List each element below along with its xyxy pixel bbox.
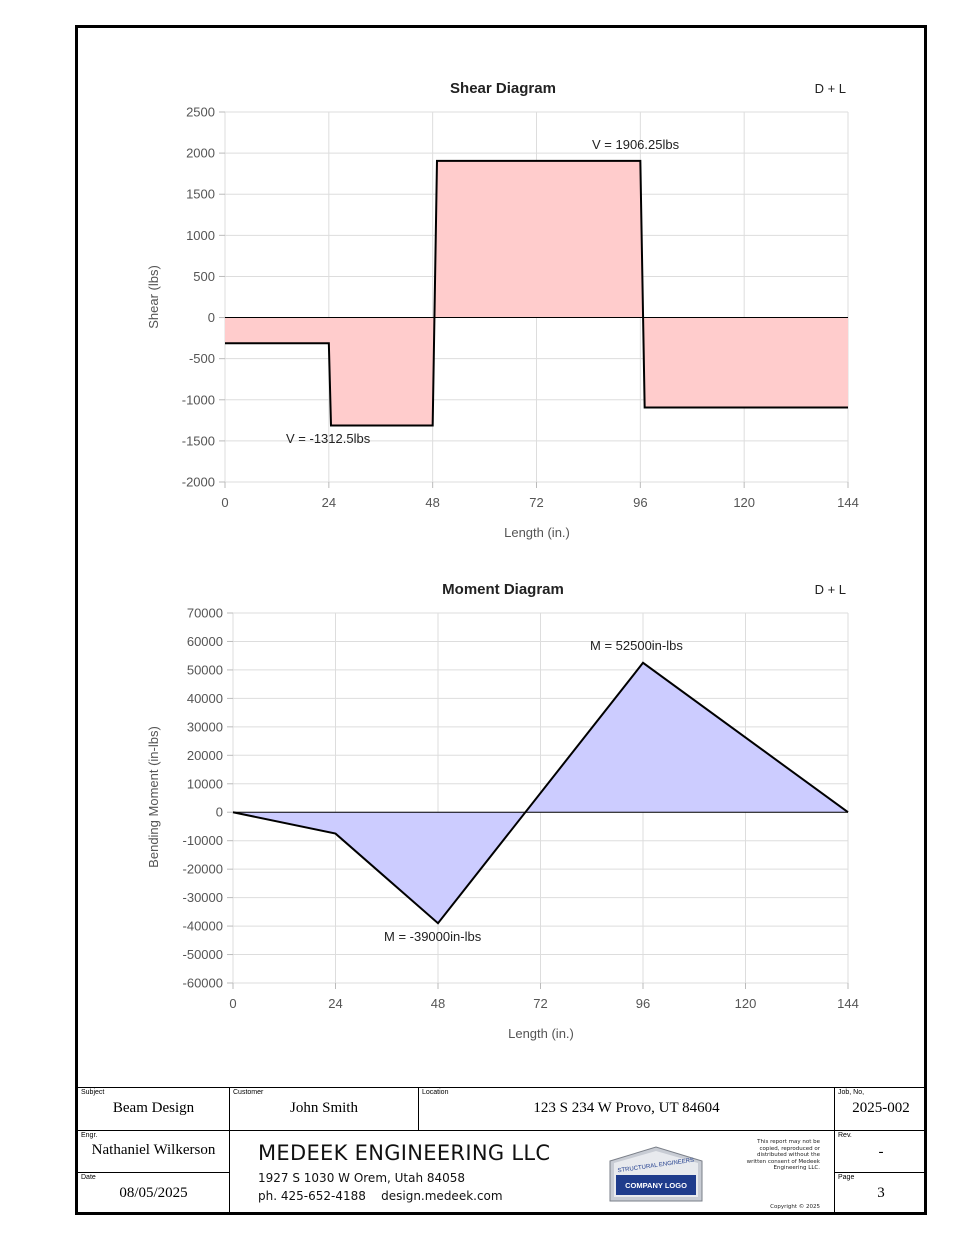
rev-label: Rev. bbox=[838, 1132, 852, 1139]
shear-corner-label: D + L bbox=[815, 81, 846, 96]
location-cell: Location 123 S 234 W Provo, UT 84604 bbox=[419, 1088, 835, 1131]
moment-y-tick-label: -40000 bbox=[183, 919, 223, 934]
page-label: Page bbox=[838, 1174, 855, 1181]
company-name: MEDEEK ENGINEERING LLC bbox=[258, 1141, 551, 1165]
notice-line: copied, reproduced or bbox=[759, 1145, 820, 1152]
customer-cell: Customer John Smith bbox=[230, 1088, 419, 1131]
notice-line: This report may not be bbox=[757, 1139, 820, 1145]
moment-x-ticks: 0 24 48 72 96 120 144 bbox=[229, 983, 859, 1011]
notice-line: Engineering LLC. bbox=[773, 1165, 820, 1171]
shear-y-tick-label: 500 bbox=[193, 269, 215, 284]
subject-cell: Subject Beam Design bbox=[78, 1088, 230, 1131]
moment-y-tick-label: 70000 bbox=[187, 606, 223, 621]
shear-x-tick-label: 0 bbox=[221, 495, 228, 510]
moment-x-tick-label: 144 bbox=[837, 996, 859, 1011]
subject-value: Beam Design bbox=[112, 1100, 195, 1116]
shear-y-tick-label: 2000 bbox=[186, 146, 215, 161]
moment-y-tick-label: 10000 bbox=[187, 776, 223, 791]
shear-y-tick-label: -2000 bbox=[182, 475, 215, 490]
shear-y-tick-label: 1000 bbox=[186, 228, 215, 243]
moment-y-tick-label: -20000 bbox=[183, 862, 223, 877]
job-value: 2025-002 bbox=[852, 1100, 910, 1116]
shear-annotation-max: V = 1906.25lbs bbox=[592, 137, 680, 152]
company-logo: STRUCTURAL ENGINEERS COMPANY LOGO bbox=[609, 1146, 703, 1202]
job-cell: Job, No, 2025-002 bbox=[835, 1088, 927, 1131]
rev-value: - bbox=[878, 1144, 884, 1160]
shear-y-tick-label: -1500 bbox=[182, 433, 215, 448]
moment-y-tick-label: -10000 bbox=[183, 833, 223, 848]
moment-y-tick-label: 40000 bbox=[187, 691, 223, 706]
engr-cell: Engr. Nathaniel Wilkerson bbox=[78, 1131, 230, 1173]
shear-y-axis-label: Shear (lbs) bbox=[146, 265, 161, 329]
shear-y-tick-label: -500 bbox=[189, 351, 215, 366]
moment-x-tick-label: 120 bbox=[735, 996, 757, 1011]
shear-y-tick-label: 2500 bbox=[186, 105, 215, 120]
moment-x-tick-label: 72 bbox=[533, 996, 547, 1011]
shear-x-tick-label: 120 bbox=[733, 495, 755, 510]
moment-x-axis-label: Length (in.) bbox=[508, 1026, 574, 1041]
moment-x-tick-label: 0 bbox=[229, 996, 236, 1011]
customer-label: Customer bbox=[233, 1089, 264, 1096]
shear-y-ticks: 2500 2000 1500 1000 500 0 -500 -1000 -1500 -2000 bbox=[182, 105, 225, 490]
report-sheet bbox=[75, 25, 927, 1215]
moment-line bbox=[232, 661, 849, 925]
rev-cell: Rev. - bbox=[835, 1131, 927, 1173]
date-value: 08/05/2025 bbox=[119, 1185, 188, 1201]
location-value: 123 S 234 W Provo, UT 84604 bbox=[533, 1100, 720, 1116]
logo-text: COMPANY LOGO bbox=[625, 1181, 687, 1190]
moment-title: Moment Diagram bbox=[442, 581, 564, 598]
shear-x-ticks: 0 24 48 72 96 120 144 bbox=[221, 482, 859, 510]
company-contact: ph. 425-652-4188 design.medeek.com bbox=[258, 1189, 503, 1203]
notice-line: distributed without the bbox=[756, 1152, 820, 1158]
engr-value: Nathaniel Wilkerson bbox=[91, 1142, 216, 1158]
moment-annotation-min: M = -39000in-lbs bbox=[384, 929, 482, 944]
moment-y-tick-label: -30000 bbox=[183, 890, 223, 905]
moment-corner-label: D + L bbox=[815, 582, 846, 597]
engr-label: Engr. bbox=[81, 1132, 98, 1139]
date-label: Date bbox=[81, 1174, 96, 1181]
copy-notice: This report may not be copied, reproduce… bbox=[720, 1139, 820, 1172]
moment-x-tick-label: 48 bbox=[431, 996, 445, 1011]
copyright: Copyright © 2025 bbox=[770, 1204, 820, 1210]
moment-y-tick-label: 50000 bbox=[187, 662, 223, 677]
moment-y-axis-label: Bending Moment (in-lbs) bbox=[146, 726, 161, 868]
shear-x-tick-label: 48 bbox=[425, 495, 439, 510]
page-value: 3 bbox=[877, 1185, 885, 1201]
title-block: Subject Beam Design Customer John Smith … bbox=[78, 1087, 927, 1215]
shear-x-tick-label: 144 bbox=[837, 495, 859, 510]
moment-diagram: 70000 60000 50000 40000 30000 20000 10000 0 -100… bbox=[146, 581, 859, 1041]
shear-annotation-min: V = -1312.5lbs bbox=[286, 431, 371, 446]
shear-y-tick-label: -1000 bbox=[182, 392, 215, 407]
moment-y-tick-label: -50000 bbox=[183, 947, 223, 962]
company-cell: MEDEEK ENGINEERING LLC 1927 S 1030 W Ore… bbox=[230, 1131, 835, 1215]
company-address: 1927 S 1030 W Orem, Utah 84058 bbox=[258, 1171, 466, 1185]
moment-x-tick-label: 96 bbox=[636, 996, 650, 1011]
moment-y-tick-label: 20000 bbox=[187, 748, 223, 763]
shear-x-tick-label: 24 bbox=[322, 495, 336, 510]
moment-y-tick-label: 0 bbox=[216, 805, 223, 820]
title-block-top-border bbox=[78, 1087, 927, 1088]
shear-area bbox=[225, 160, 848, 426]
notice-line: written consent of Medeek bbox=[746, 1158, 820, 1165]
shear-y-tick-label: 0 bbox=[208, 310, 215, 325]
moment-x-tick-label: 24 bbox=[328, 996, 342, 1011]
shear-x-tick-label: 96 bbox=[633, 495, 647, 510]
moment-y-tick-label: 30000 bbox=[187, 719, 223, 734]
job-label: Job, No, bbox=[838, 1089, 865, 1096]
location-label: Location bbox=[422, 1089, 449, 1096]
page-cell: Page 3 bbox=[835, 1173, 927, 1215]
shear-x-axis-label: Length (in.) bbox=[504, 525, 570, 540]
shear-y-tick-label: 1500 bbox=[186, 187, 215, 202]
moment-y-tick-label: -60000 bbox=[183, 976, 223, 991]
subject-label: Subject bbox=[81, 1089, 105, 1096]
customer-value: John Smith bbox=[290, 1100, 358, 1116]
shear-x-tick-label: 72 bbox=[529, 495, 543, 510]
date-cell: Date 08/05/2025 bbox=[78, 1173, 230, 1215]
shear-line bbox=[225, 159, 848, 427]
shear-title: Shear Diagram bbox=[450, 80, 556, 97]
moment-y-ticks: 70000 60000 50000 40000 30000 20000 10000 0 -100… bbox=[183, 606, 233, 991]
moment-annotation-max: M = 52500in-lbs bbox=[590, 638, 683, 653]
shear-diagram: 25002000150010005000-500-1000-1500-2000 … bbox=[146, 80, 859, 540]
moment-y-tick-label: 60000 bbox=[187, 634, 223, 649]
